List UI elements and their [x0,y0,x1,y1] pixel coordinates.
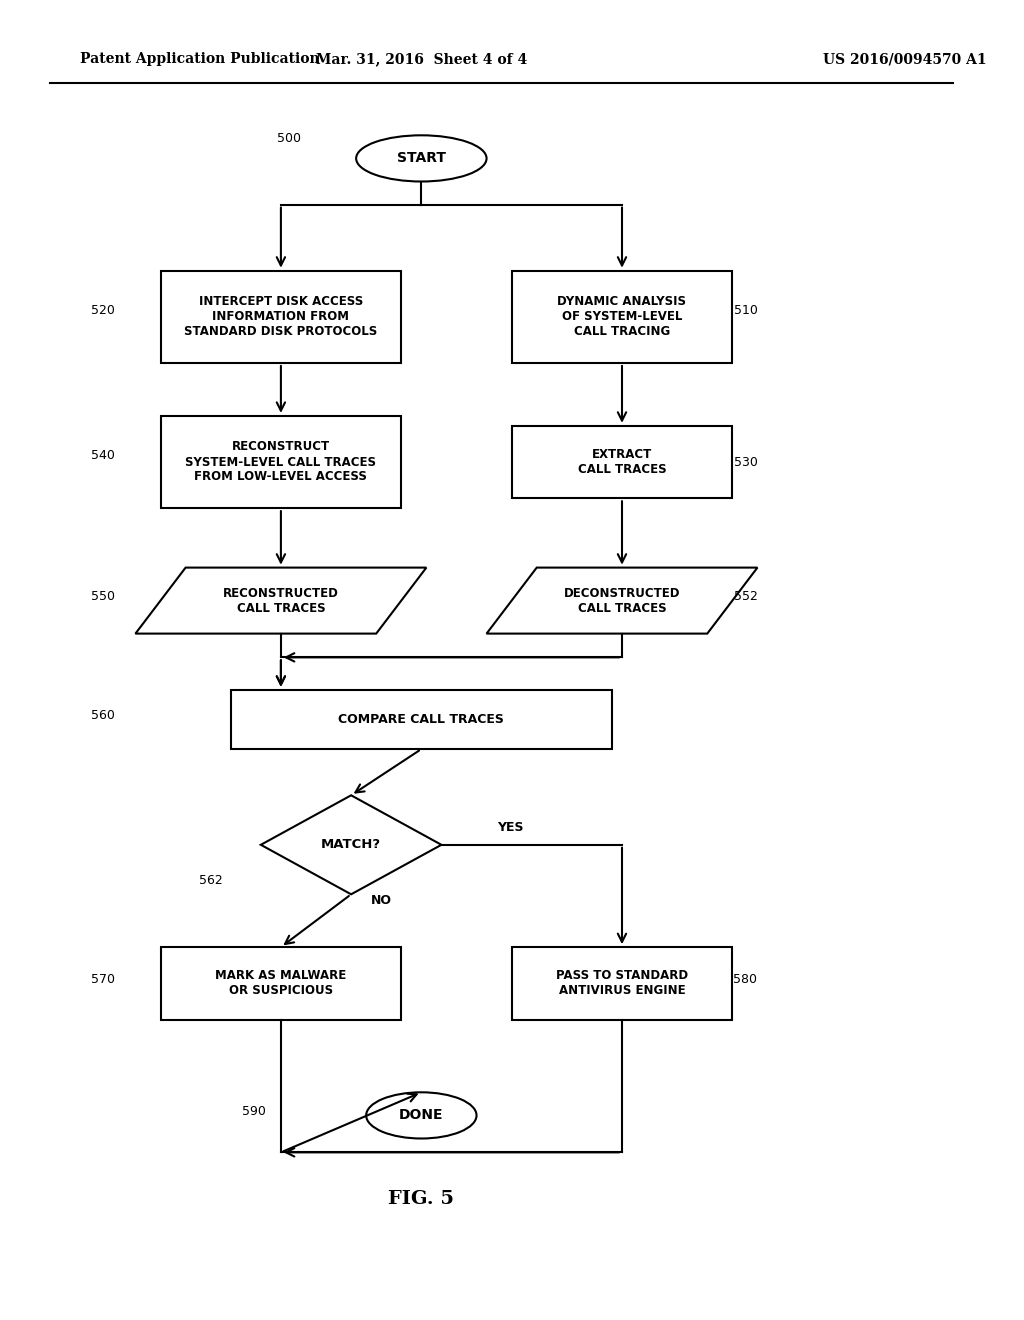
Text: MATCH?: MATCH? [322,838,381,851]
Text: COMPARE CALL TRACES: COMPARE CALL TRACES [338,713,504,726]
Text: DONE: DONE [399,1109,443,1122]
Text: 570: 570 [91,973,116,986]
Ellipse shape [367,1093,476,1138]
Polygon shape [486,568,758,634]
Text: YES: YES [497,821,523,834]
Text: DYNAMIC ANALYSIS
OF SYSTEM-LEVEL
CALL TRACING: DYNAMIC ANALYSIS OF SYSTEM-LEVEL CALL TR… [557,296,686,338]
Text: 580: 580 [733,973,758,986]
Text: START: START [397,152,445,165]
FancyBboxPatch shape [512,948,732,1019]
FancyBboxPatch shape [230,689,612,750]
Polygon shape [261,795,441,895]
Text: RECONSTRUCTED
CALL TRACES: RECONSTRUCTED CALL TRACES [223,586,339,615]
Text: 540: 540 [91,449,116,462]
FancyBboxPatch shape [161,416,401,508]
Text: 562: 562 [199,874,222,887]
Text: 500: 500 [276,132,301,145]
Text: DECONSTRUCTED
CALL TRACES: DECONSTRUCTED CALL TRACES [564,586,680,615]
Text: 552: 552 [733,590,758,603]
FancyBboxPatch shape [161,948,401,1019]
Text: NO: NO [371,894,392,907]
Text: INTERCEPT DISK ACCESS
INFORMATION FROM
STANDARD DISK PROTOCOLS: INTERCEPT DISK ACCESS INFORMATION FROM S… [184,296,378,338]
Text: US 2016/0094570 A1: US 2016/0094570 A1 [822,53,986,66]
Text: MARK AS MALWARE
OR SUSPICIOUS: MARK AS MALWARE OR SUSPICIOUS [215,969,346,998]
Ellipse shape [356,136,486,181]
Text: 590: 590 [242,1105,266,1118]
Text: RECONSTRUCT
SYSTEM-LEVEL CALL TRACES
FROM LOW-LEVEL ACCESS: RECONSTRUCT SYSTEM-LEVEL CALL TRACES FRO… [185,441,377,483]
Text: 560: 560 [91,709,116,722]
Text: PASS TO STANDARD
ANTIVIRUS ENGINE: PASS TO STANDARD ANTIVIRUS ENGINE [556,969,688,998]
Text: 510: 510 [733,304,758,317]
Text: FIG. 5: FIG. 5 [388,1189,455,1208]
Polygon shape [135,568,426,634]
FancyBboxPatch shape [512,425,732,498]
Text: Mar. 31, 2016  Sheet 4 of 4: Mar. 31, 2016 Sheet 4 of 4 [315,53,527,66]
Text: EXTRACT
CALL TRACES: EXTRACT CALL TRACES [578,447,667,477]
FancyBboxPatch shape [161,271,401,363]
Text: Patent Application Publication: Patent Application Publication [80,53,319,66]
Text: 550: 550 [91,590,116,603]
Text: 530: 530 [733,455,758,469]
Text: 520: 520 [91,304,116,317]
FancyBboxPatch shape [512,271,732,363]
